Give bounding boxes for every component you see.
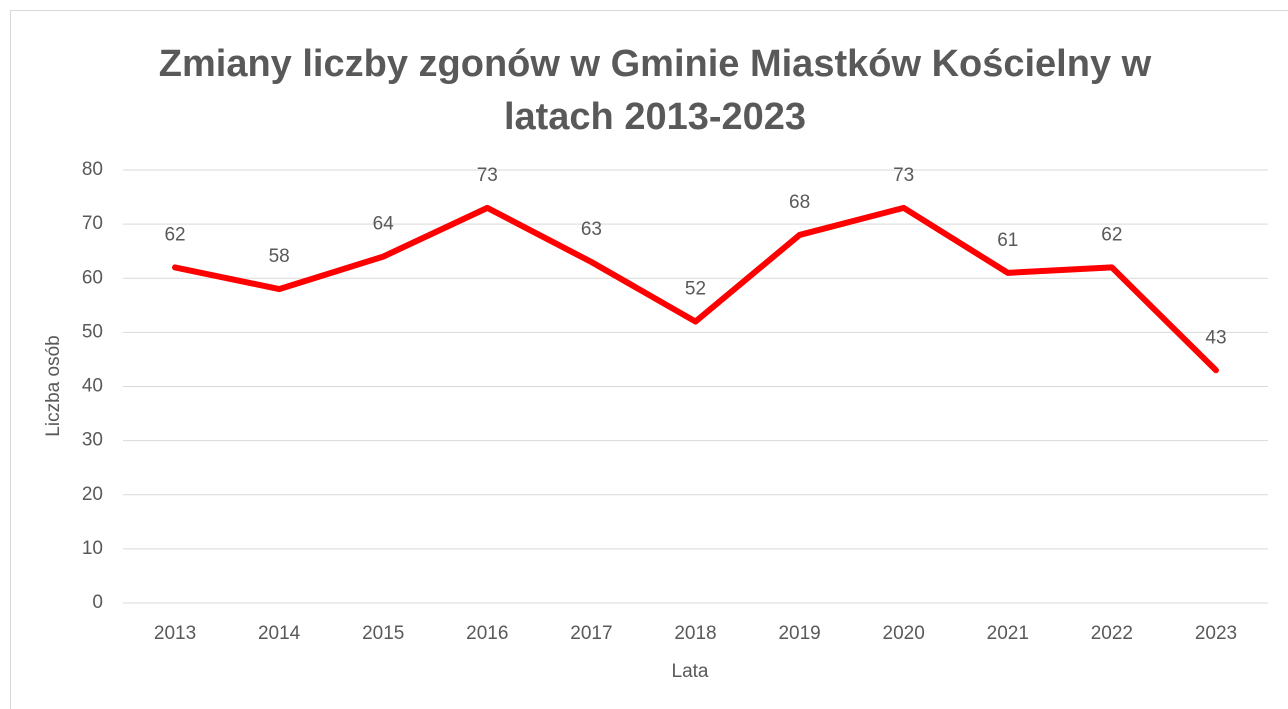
data-label: 62 xyxy=(1101,224,1122,245)
data-label: 73 xyxy=(477,165,498,186)
y-tick-label: 20 xyxy=(82,484,103,505)
x-tick-label: 2016 xyxy=(466,623,508,644)
y-tick-label: 50 xyxy=(82,321,103,342)
x-tick-label: 2015 xyxy=(362,623,404,644)
y-tick-label: 60 xyxy=(82,267,103,288)
chart-frame xyxy=(10,10,1288,709)
x-axis-title: Lata xyxy=(672,661,709,682)
x-tick-label: 2017 xyxy=(570,623,612,644)
x-tick-label: 2023 xyxy=(1195,623,1237,644)
data-label: 73 xyxy=(893,165,914,186)
x-tick-label: 2021 xyxy=(987,623,1029,644)
x-tick-label: 2019 xyxy=(778,623,820,644)
chart-title: Zmiany liczby zgonów w Gminie Miastków K… xyxy=(158,43,1152,138)
y-tick-label: 80 xyxy=(82,159,103,180)
x-tick-label: 2018 xyxy=(674,623,716,644)
data-label: 68 xyxy=(789,192,810,213)
data-label: 58 xyxy=(269,246,290,267)
y-axis-title: Liczba osób xyxy=(43,335,64,436)
y-tick-label: 70 xyxy=(82,213,103,234)
data-label: 61 xyxy=(997,230,1018,251)
y-tick-label: 40 xyxy=(82,376,103,397)
data-label: 52 xyxy=(685,279,706,300)
y-tick-label: 30 xyxy=(82,430,103,451)
data-label: 64 xyxy=(373,214,395,235)
x-tick-label: 2014 xyxy=(258,623,301,644)
y-tick-label: 10 xyxy=(82,538,103,559)
data-label: 43 xyxy=(1205,327,1226,348)
x-tick-label: 2022 xyxy=(1091,623,1133,644)
y-tick-label: 0 xyxy=(92,592,103,613)
data-line xyxy=(172,204,1219,374)
x-tick-label: 2020 xyxy=(883,623,925,644)
data-label: 62 xyxy=(164,224,185,245)
x-tick-label: 2013 xyxy=(154,623,196,644)
data-label: 63 xyxy=(581,219,602,240)
